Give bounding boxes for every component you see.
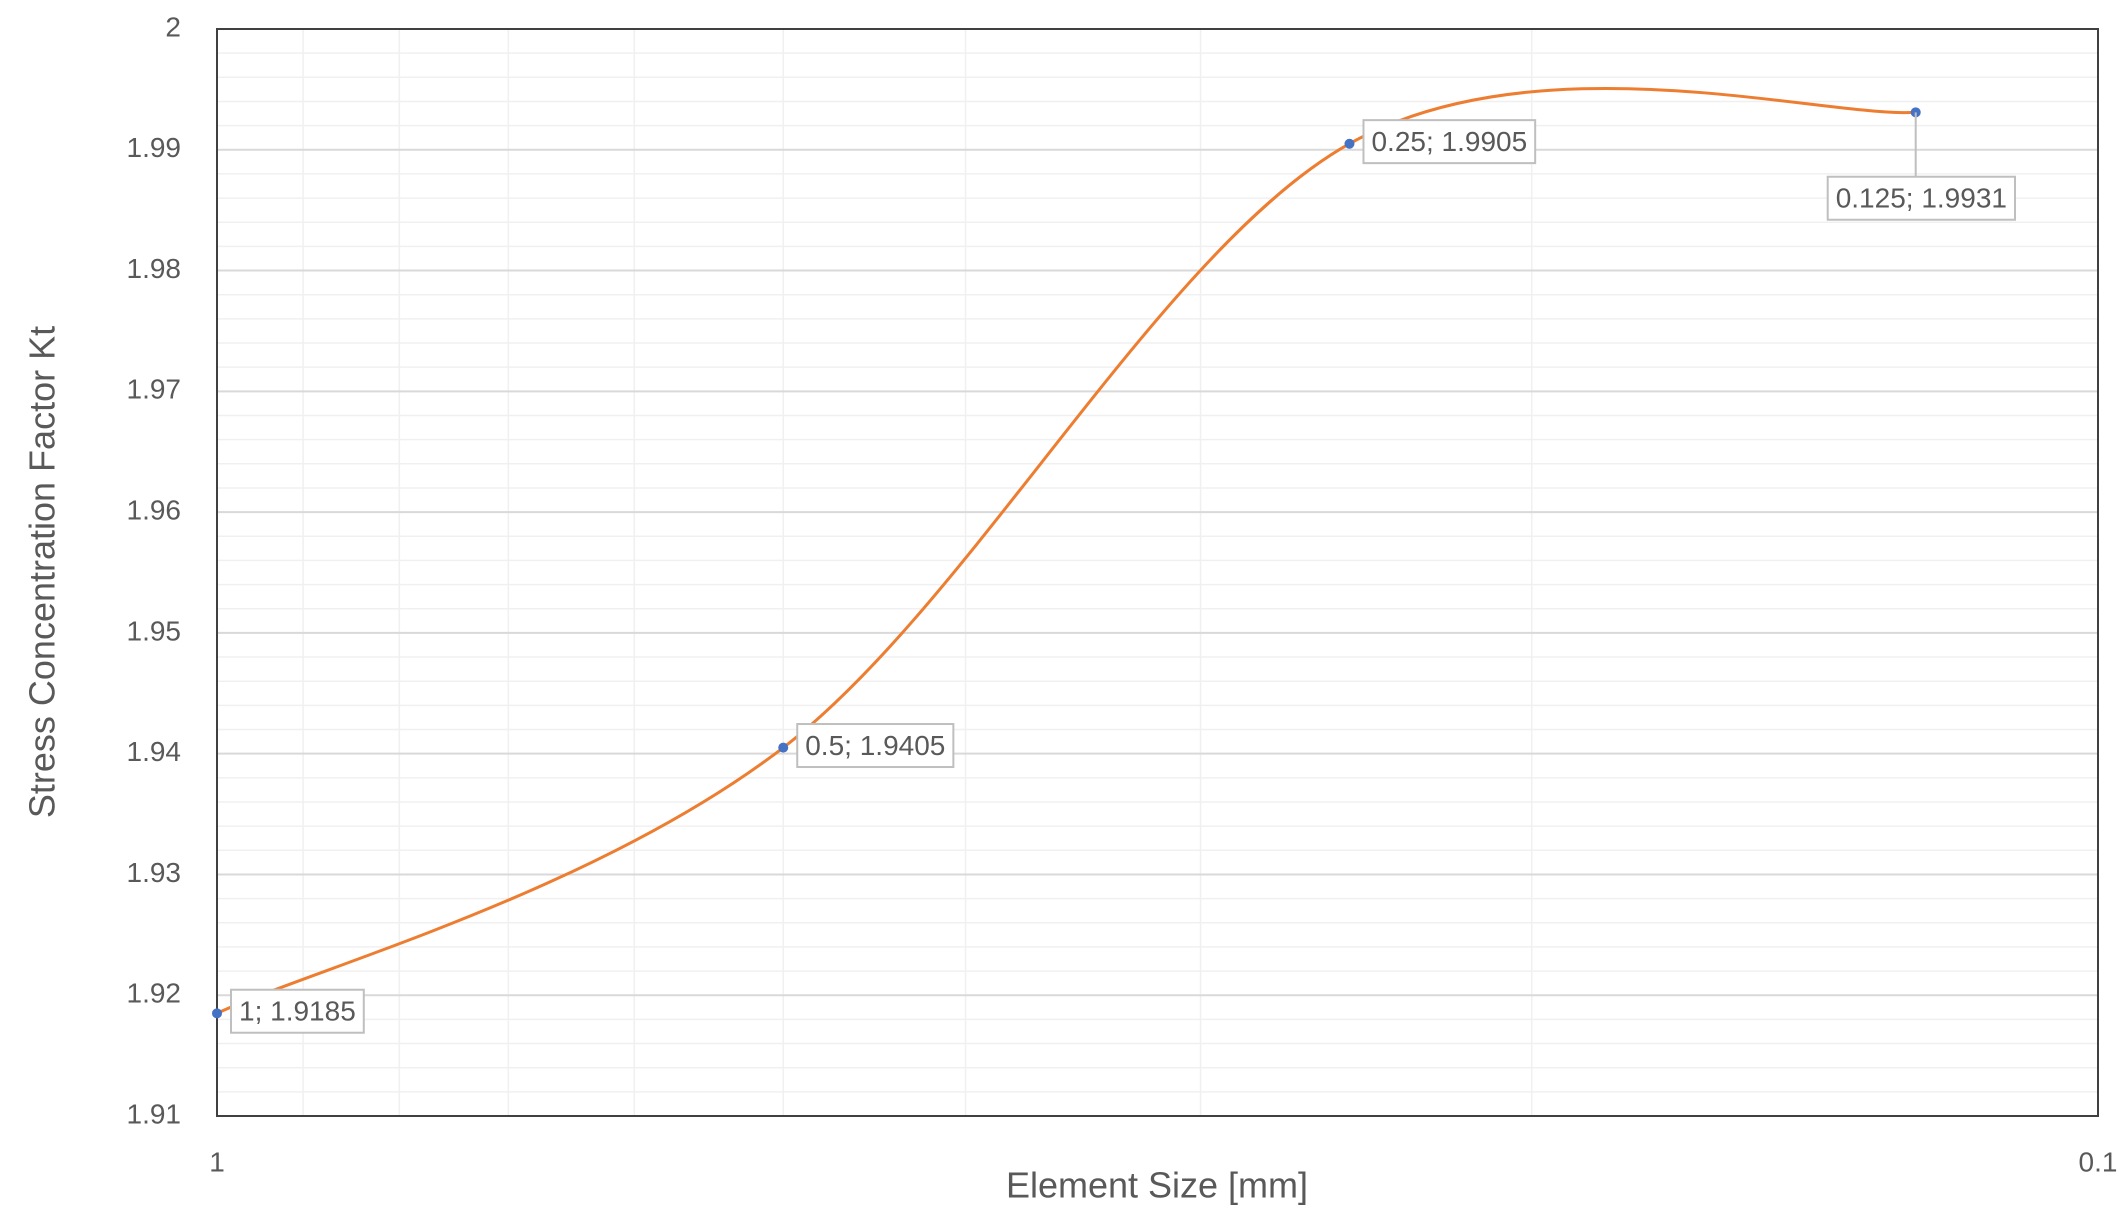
x-axis-title: Element Size [mm] xyxy=(1006,1165,1308,1206)
x-tick-label: 0.1 xyxy=(2079,1146,2118,1177)
y-tick-label: 1.94 xyxy=(127,736,182,767)
y-tick-label: 2 xyxy=(165,11,181,42)
point xyxy=(1344,138,1355,149)
data-label: 0.25; 1.9905 xyxy=(1362,119,1537,165)
data-label: 1; 1.9185 xyxy=(230,988,365,1034)
data-label-text: 0.5; 1.9405 xyxy=(805,730,945,761)
data-label-box xyxy=(1362,119,1537,165)
data-label: 0.5; 1.9405 xyxy=(796,723,955,769)
data-label-box xyxy=(1826,175,2016,221)
data-label-text: 0.25; 1.9905 xyxy=(1371,126,1527,157)
data-label: 0.125; 1.9931 xyxy=(1826,112,2016,221)
plot-frame xyxy=(216,28,2099,1117)
y-tick-label: 1.91 xyxy=(127,1098,182,1129)
line xyxy=(216,86,1916,1015)
point xyxy=(212,1008,222,1019)
data-label-box xyxy=(796,723,955,769)
y-tick-label: 1.95 xyxy=(127,615,182,646)
data-label-text: 1; 1.9185 xyxy=(239,996,356,1027)
y-axis-title: Stress Concentration Factor Kt xyxy=(22,326,63,818)
y-tick-label: 1.97 xyxy=(127,374,182,405)
y-tick-label: 1.93 xyxy=(127,857,182,888)
point xyxy=(778,742,789,753)
data-label-box xyxy=(230,988,365,1034)
y-tick-label: 1.98 xyxy=(127,253,182,284)
y-tick-label: 1.92 xyxy=(127,978,182,1009)
y-tick-label: 1.99 xyxy=(127,132,182,163)
data-label-text: 0.125; 1.9931 xyxy=(1836,183,2007,214)
x-tick-label: 1 xyxy=(209,1146,225,1177)
y-tick-label: 1.96 xyxy=(127,495,182,526)
